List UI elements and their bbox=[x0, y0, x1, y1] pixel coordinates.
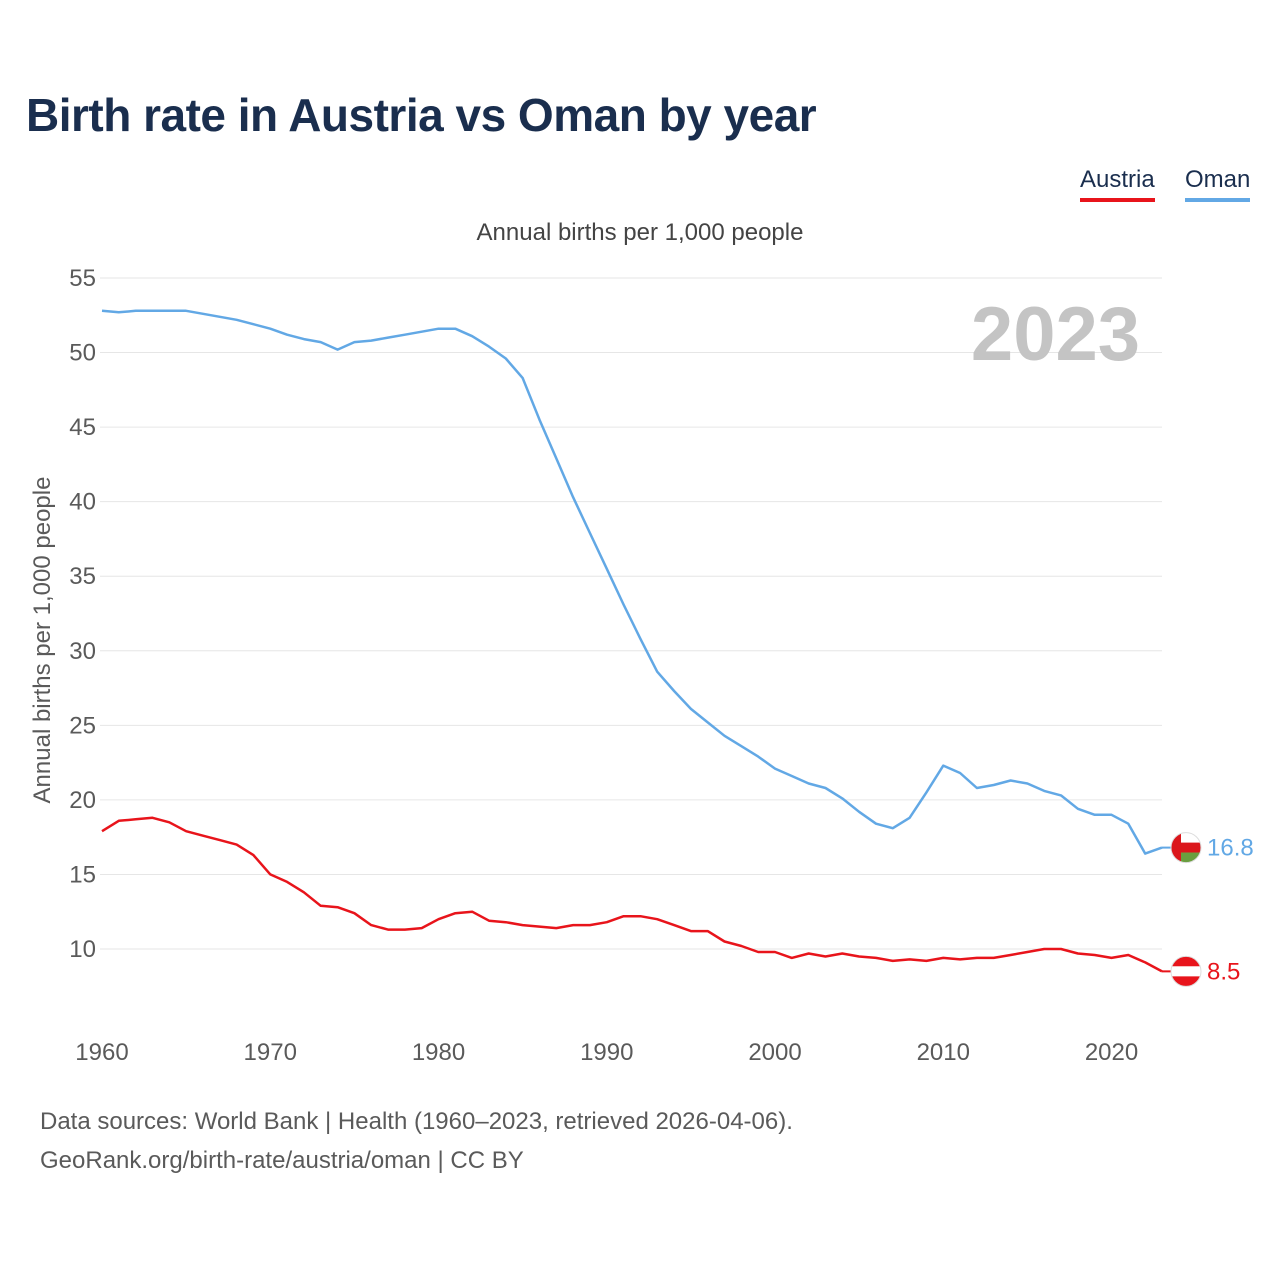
oman-end-value: 16.8 bbox=[1207, 835, 1254, 862]
y-tick-label: 40 bbox=[69, 489, 96, 516]
series-line-austria bbox=[101, 816, 1163, 973]
y-tick-label: 30 bbox=[69, 638, 96, 665]
data-source-note: Data sources: World Bank | Health (1960–… bbox=[40, 1108, 793, 1135]
x-tick-label: 2010 bbox=[917, 1039, 970, 1066]
x-axis-ticks: 1960 1970 1980 1990 2000 2010 2020 bbox=[75, 1039, 1138, 1066]
x-tick-label: 2020 bbox=[1085, 1039, 1138, 1066]
series-line-oman bbox=[101, 309, 1163, 855]
y-tick-label: 10 bbox=[69, 936, 96, 963]
x-tick-label: 1980 bbox=[412, 1039, 465, 1066]
legend-item-oman[interactable]: Oman bbox=[1185, 166, 1251, 202]
series-lines bbox=[101, 309, 1171, 973]
attribution-link[interactable]: GeoRank.org/birth-rate/austria/oman | CC… bbox=[40, 1147, 524, 1174]
y-tick-label: 15 bbox=[69, 861, 96, 888]
page-title: Birth rate in Austria vs Oman by year bbox=[26, 89, 817, 141]
legend-item-austria[interactable]: Austria bbox=[1080, 166, 1155, 202]
gridlines bbox=[100, 277, 1162, 950]
y-axis-label: Annual births per 1,000 people bbox=[29, 477, 56, 804]
y-tick-label: 25 bbox=[69, 712, 96, 739]
year-watermark: 2023 bbox=[971, 292, 1140, 377]
y-tick-label: 20 bbox=[69, 787, 96, 814]
end-markers bbox=[1170, 832, 1202, 987]
x-tick-label: 1970 bbox=[244, 1039, 297, 1066]
austria-end-value: 8.5 bbox=[1207, 958, 1240, 985]
y-tick-label: 55 bbox=[69, 265, 96, 292]
x-tick-label: 1990 bbox=[580, 1039, 633, 1066]
x-tick-label: 1960 bbox=[75, 1039, 128, 1066]
y-tick-label: 45 bbox=[69, 414, 96, 441]
x-tick-label: 2000 bbox=[748, 1039, 801, 1066]
austria-flag-icon bbox=[1170, 955, 1202, 987]
oman-flag-icon bbox=[1170, 832, 1202, 864]
y-tick-label: 50 bbox=[69, 340, 96, 367]
y-axis-ticks: 10 15 20 25 30 35 40 45 50 55 bbox=[69, 265, 96, 963]
chart-subtitle: Annual births per 1,000 people bbox=[477, 219, 804, 246]
y-tick-label: 35 bbox=[69, 563, 96, 590]
